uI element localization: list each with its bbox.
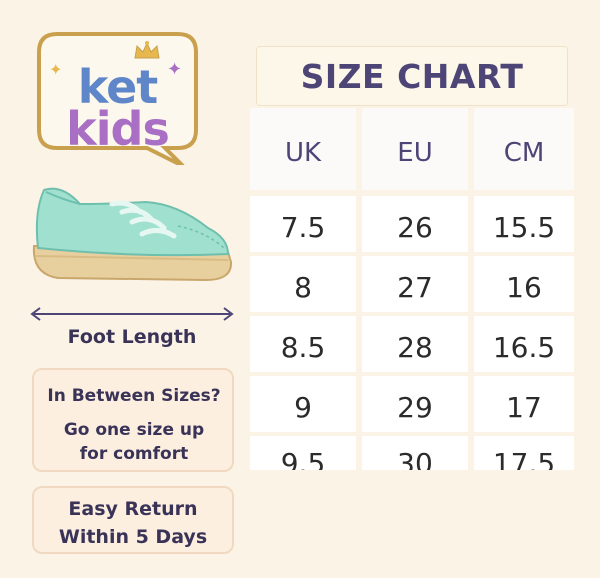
size-chart-table: UK 7.5 8 8.5 9 9.5 EU 26 27 28 29 30 CM …	[248, 108, 574, 470]
sparkle-icon: ✦	[167, 59, 183, 80]
size-tip-box: In Between Sizes? Go one size up for com…	[32, 368, 234, 472]
returns-line1: Easy Return	[68, 498, 198, 520]
table-cell: 17	[474, 376, 574, 432]
column-uk: UK 7.5 8 8.5 9 9.5	[250, 108, 356, 470]
table-cell: 16.5	[474, 316, 574, 372]
speech-bubble-icon	[37, 32, 198, 165]
table-cell: 27	[362, 256, 468, 312]
table-cell: 29	[362, 376, 468, 432]
logo-word-kids: kids	[66, 102, 170, 156]
column-eu: EU 26 27 28 29 30	[362, 108, 468, 470]
table-cell: 9.5	[250, 436, 356, 470]
logo-word-ket: ket	[77, 60, 159, 114]
foot-length-label: Foot Length	[67, 326, 197, 348]
table-cell: 9	[250, 376, 356, 432]
size-tip-answer-line1: Go one size up	[63, 420, 205, 440]
column-cm: CM 15.5 16 16.5 17 17.5	[474, 108, 574, 470]
size-tip-question: In Between Sizes?	[47, 386, 221, 406]
size-chart-title: SIZE CHART	[256, 46, 568, 106]
table-cell: 15.5	[474, 196, 574, 252]
shoe-icon	[32, 187, 233, 282]
column-header: EU	[362, 108, 468, 190]
sparkle-icon: ✦	[49, 60, 63, 79]
column-header: UK	[250, 108, 356, 190]
table-cell: 17.5	[474, 436, 574, 470]
crown-icon	[134, 41, 160, 59]
returns-box: Easy Return Within 5 Days	[32, 486, 234, 554]
table-cell: 28	[362, 316, 468, 372]
table-cell: 16	[474, 256, 574, 312]
column-header: CM	[474, 108, 574, 190]
table-cell: 7.5	[250, 196, 356, 252]
table-cell: 8	[250, 256, 356, 312]
table-cell: 26	[362, 196, 468, 252]
returns-line2: Within 5 Days	[58, 526, 208, 548]
table-cell: 30	[362, 436, 468, 470]
size-tip-answer-line2: for comfort	[79, 444, 189, 464]
table-cell: 8.5	[250, 316, 356, 372]
foot-length-arrow-icon	[30, 307, 234, 321]
brand-logo: ✦ ✦ ket kids	[35, 30, 200, 165]
